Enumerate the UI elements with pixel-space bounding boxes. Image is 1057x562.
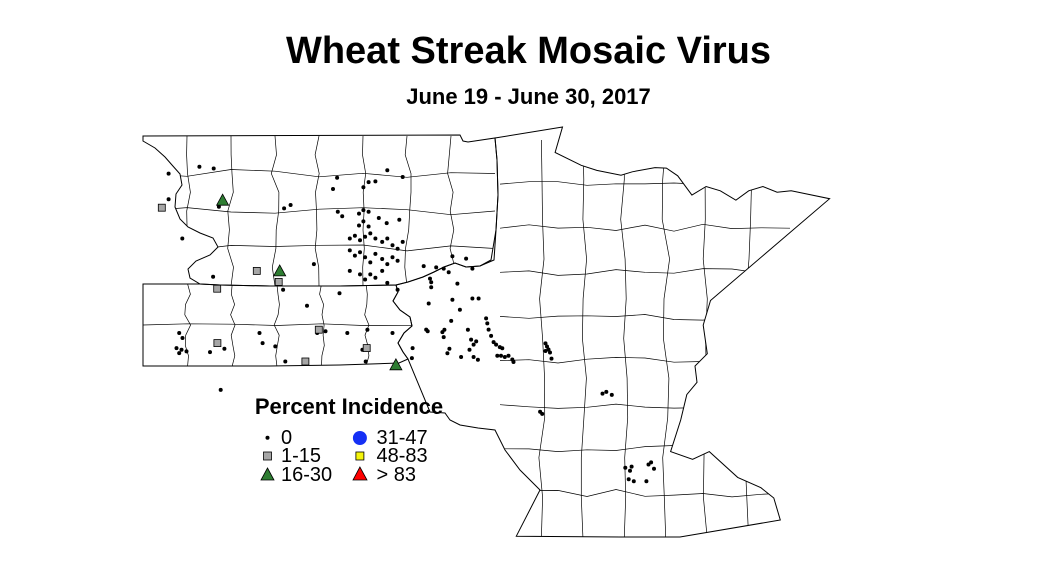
svg-text:Percent Incidence: Percent Incidence [255,394,443,419]
svg-text:> 83: > 83 [377,464,416,486]
svg-text:16-30: 16-30 [281,464,332,486]
